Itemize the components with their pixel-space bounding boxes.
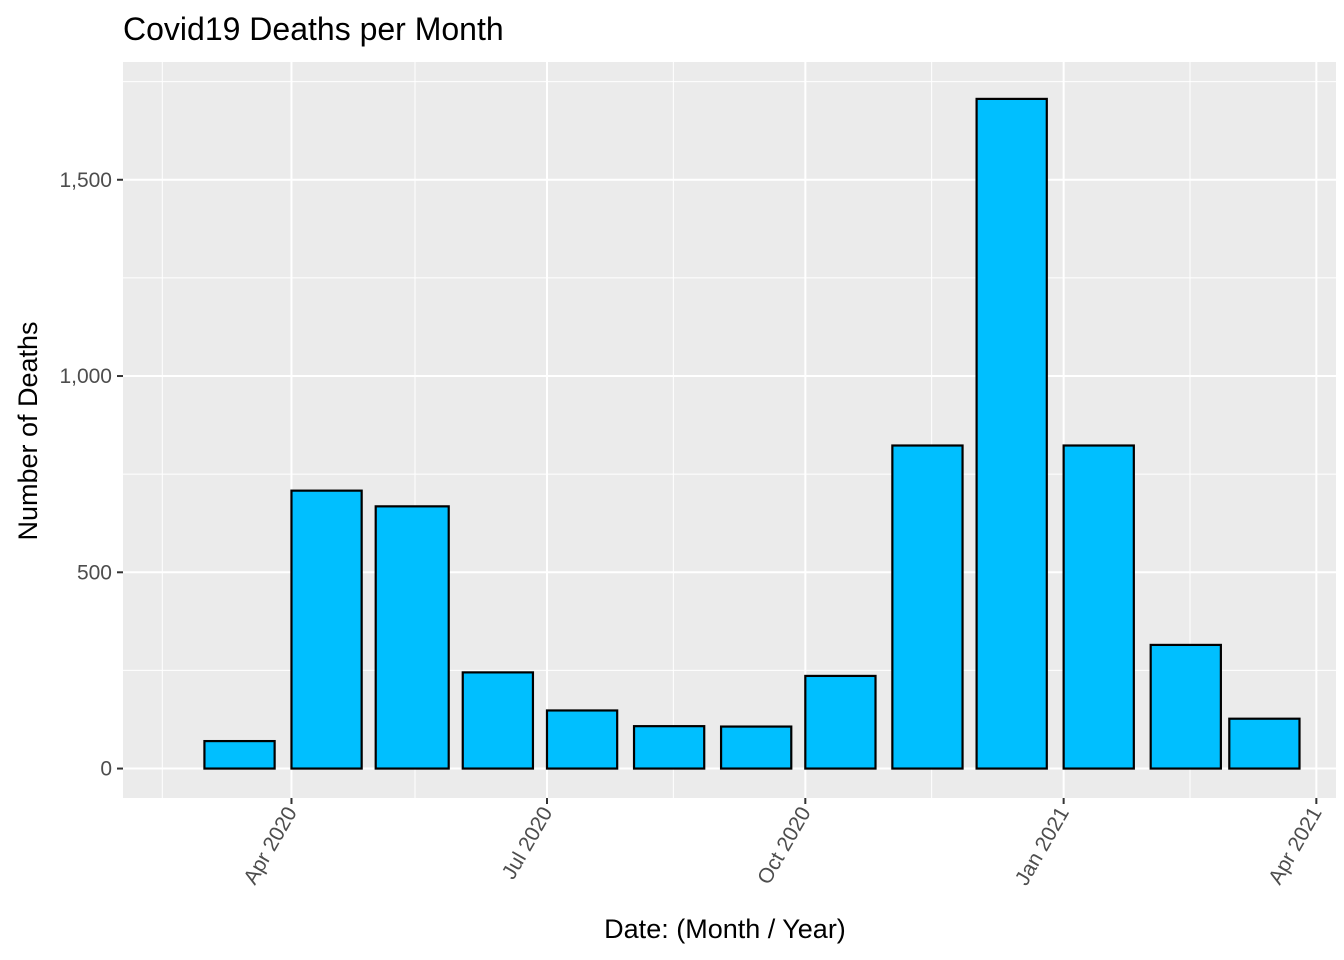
y-tick-label: 1,000: [59, 365, 112, 388]
chart-title: Covid19 Deaths per Month: [123, 11, 504, 47]
x-tick-label: Oct 2020: [753, 803, 816, 888]
y-tick-label: 1,500: [59, 169, 112, 192]
x-axis-label: Date: (Month / Year): [604, 914, 846, 944]
x-tick-label: Jul 2020: [498, 803, 558, 883]
x-tick-label: Jan 2021: [1011, 803, 1074, 889]
x-tick-label: Apr 2020: [239, 803, 302, 888]
bar-2020-05-01: [374, 505, 450, 770]
bar-2020-07-01: [545, 709, 619, 770]
bar-2020-11-01: [891, 444, 964, 770]
bar-2020-09-01: [719, 725, 793, 770]
bar-2020-06-01: [461, 671, 535, 770]
bar-2021-02-01: [1149, 643, 1222, 770]
bar-2020-12-01: [975, 97, 1048, 770]
bar-2020-03-01: [203, 739, 276, 770]
bar-2020-08-01: [632, 725, 706, 770]
y-tick-label: 500: [77, 561, 112, 584]
y-tick-label: 0: [100, 758, 112, 781]
x-axis: Apr 2020 Jul 2020 Oct 2020 Jan 2021 Apr 2021: [239, 798, 1327, 889]
bar-2020-10-01: [804, 674, 877, 770]
y-axis: 0 500 1,000 1,500: [59, 169, 123, 781]
bar-2021-03-01: [1228, 717, 1301, 770]
x-tick-label: Apr 2021: [1264, 803, 1327, 888]
y-axis-label: Number of Deaths: [13, 321, 43, 540]
bars: [203, 97, 1301, 770]
bar-2021-01-01: [1062, 444, 1135, 770]
bar-2020-04-01: [290, 489, 363, 770]
